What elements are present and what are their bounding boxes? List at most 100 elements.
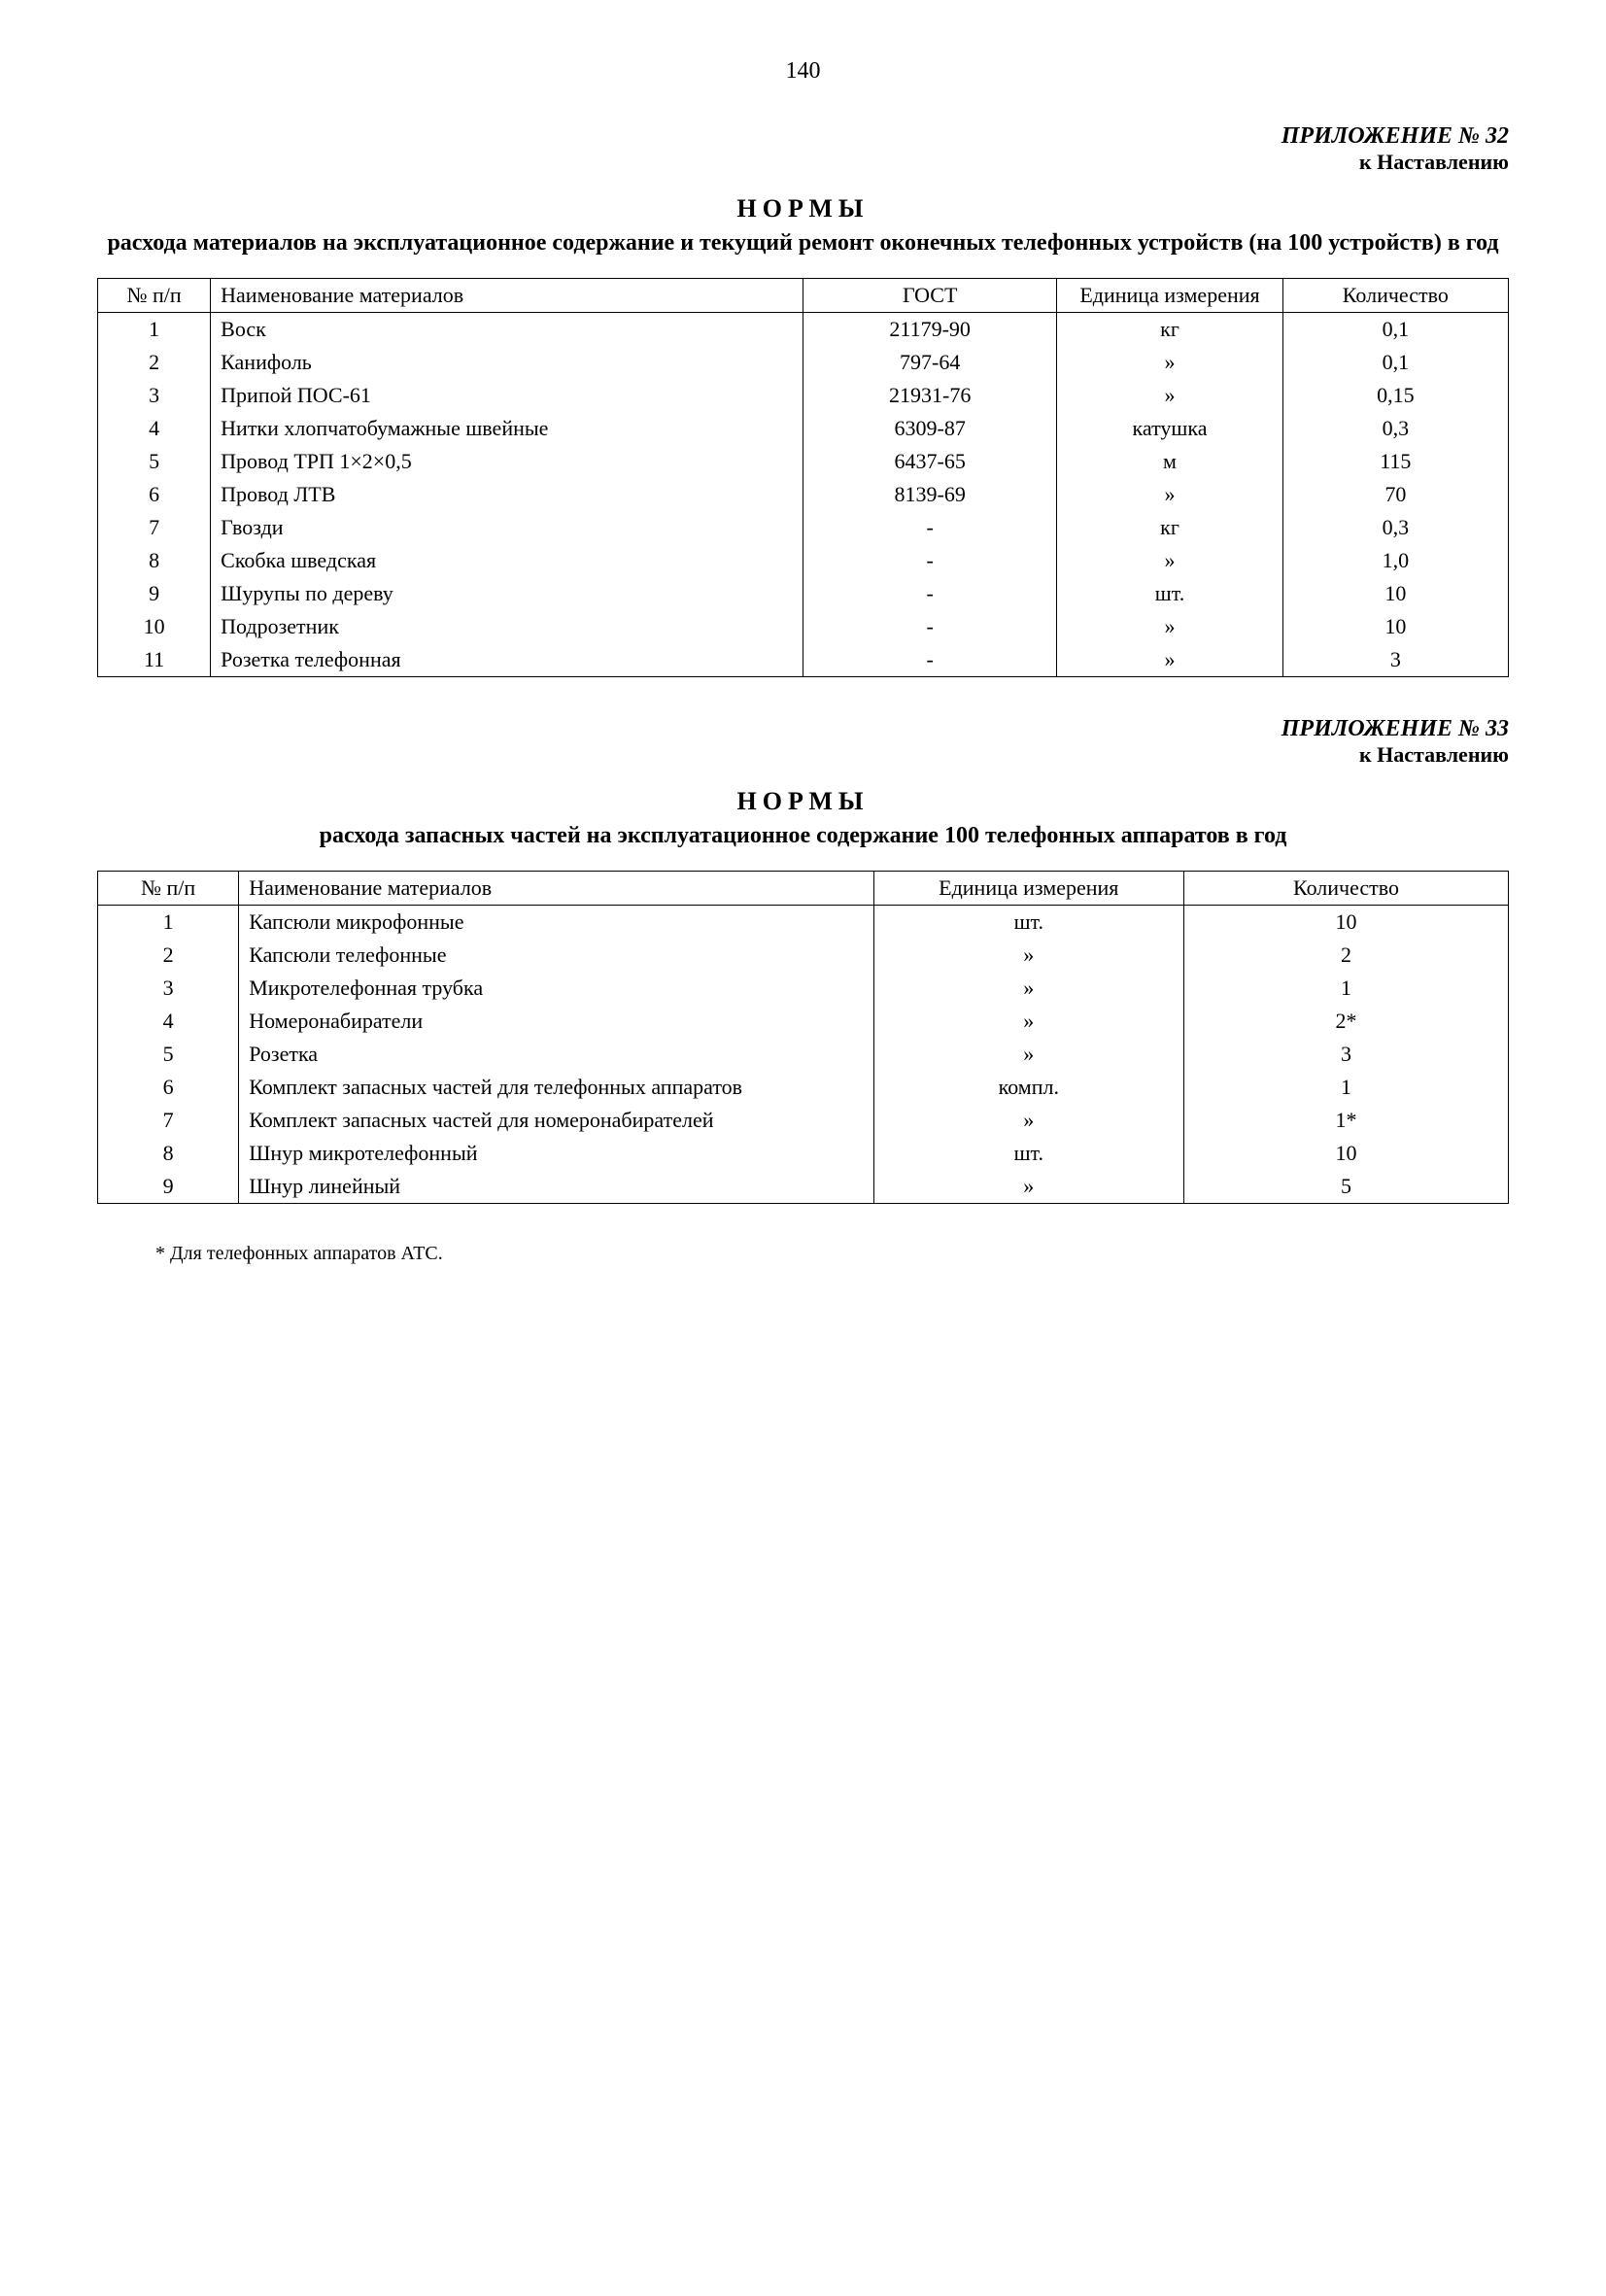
cell-num: 6 <box>98 1071 239 1104</box>
table-row: 7Комплект запасных частей для номеронаби… <box>98 1104 1509 1137</box>
appendix33-subheading: расхода запасных частей на эксплуатацион… <box>97 821 1509 851</box>
cell-unit: шт. <box>1057 577 1282 610</box>
cell-num: 9 <box>98 577 211 610</box>
cell-num: 1 <box>98 313 211 347</box>
appendix33-heading: НОРМЫ <box>97 787 1509 816</box>
col-qty-header: Количество <box>1184 872 1509 906</box>
cell-num: 8 <box>98 544 211 577</box>
cell-qty: 0,3 <box>1282 412 1508 445</box>
cell-name: Нитки хлопчатобумажные швейные <box>211 412 803 445</box>
cell-qty: 1* <box>1184 1104 1509 1137</box>
cell-gost: - <box>803 643 1056 677</box>
cell-name: Капсюли телефонные <box>239 939 873 972</box>
cell-name: Капсюли микрофонные <box>239 906 873 940</box>
cell-qty: 10 <box>1282 610 1508 643</box>
cell-num: 2 <box>98 346 211 379</box>
table-header-row: № п/п Наименование материалов ГОСТ Едини… <box>98 279 1509 313</box>
cell-gost: - <box>803 577 1056 610</box>
appendix32-subtitle: к Наставлению <box>97 150 1509 175</box>
appendix32-title: ПРИЛОЖЕНИЕ № 32 <box>97 123 1509 150</box>
cell-qty: 115 <box>1282 445 1508 478</box>
col-qty-header: Количество <box>1282 279 1508 313</box>
col-gost-header: ГОСТ <box>803 279 1056 313</box>
cell-num: 3 <box>98 379 211 412</box>
cell-num: 9 <box>98 1170 239 1204</box>
cell-name: Шнур линейный <box>239 1170 873 1204</box>
cell-unit: шт. <box>873 906 1183 940</box>
col-num-header: № п/п <box>98 872 239 906</box>
cell-num: 8 <box>98 1137 239 1170</box>
cell-name: Комплект запасных частей для телефонных … <box>239 1071 873 1104</box>
table-row: 8Скобка шведская-»1,0 <box>98 544 1509 577</box>
cell-name: Розетка <box>239 1038 873 1071</box>
col-unit-header: Единица измерения <box>873 872 1183 906</box>
cell-name: Номеронабиратели <box>239 1005 873 1038</box>
appendix32-subheading: расхода материалов на эксплуатационное с… <box>97 228 1509 258</box>
cell-name: Провод ЛТВ <box>211 478 803 511</box>
cell-name: Канифоль <box>211 346 803 379</box>
table-header-row: № п/п Наименование материалов Единица из… <box>98 872 1509 906</box>
cell-gost: - <box>803 610 1056 643</box>
cell-name: Гвозди <box>211 511 803 544</box>
cell-qty: 70 <box>1282 478 1508 511</box>
cell-num: 5 <box>98 1038 239 1071</box>
table-row: 9Шурупы по дереву-шт.10 <box>98 577 1509 610</box>
table-row: 3Микротелефонная трубка»1 <box>98 972 1509 1005</box>
cell-unit: » <box>873 1038 1183 1071</box>
table-row: 8Шнур микротелефонныйшт.10 <box>98 1137 1509 1170</box>
cell-qty: 0,1 <box>1282 313 1508 347</box>
cell-name: Воск <box>211 313 803 347</box>
cell-qty: 10 <box>1184 906 1509 940</box>
cell-gost: 21931-76 <box>803 379 1056 412</box>
cell-num: 11 <box>98 643 211 677</box>
cell-qty: 2 <box>1184 939 1509 972</box>
appendix32-table: № п/п Наименование материалов ГОСТ Едини… <box>97 278 1509 677</box>
page-number: 140 <box>97 58 1509 85</box>
cell-unit: » <box>873 1005 1183 1038</box>
cell-unit: шт. <box>873 1137 1183 1170</box>
appendix33-table: № п/п Наименование материалов Единица из… <box>97 871 1509 1204</box>
cell-gost: - <box>803 511 1056 544</box>
cell-name: Комплект запасных частей для номеронабир… <box>239 1104 873 1137</box>
table-row: 2Капсюли телефонные»2 <box>98 939 1509 972</box>
appendix33-footnote: * Для телефонных аппаратов АТС. <box>155 1243 1509 1265</box>
cell-num: 3 <box>98 972 239 1005</box>
table-row: 5Провод ТРП 1×2×0,56437-65м115 <box>98 445 1509 478</box>
cell-unit: » <box>1057 643 1282 677</box>
col-unit-header: Единица измерения <box>1057 279 1282 313</box>
appendix32-header: ПРИЛОЖЕНИЕ № 32 к Наставлению <box>97 123 1509 175</box>
cell-gost: 6309-87 <box>803 412 1056 445</box>
appendix32-heading: НОРМЫ <box>97 194 1509 223</box>
cell-gost: 6437-65 <box>803 445 1056 478</box>
cell-qty: 10 <box>1184 1137 1509 1170</box>
cell-name: Розетка телефонная <box>211 643 803 677</box>
table-row: 5Розетка»3 <box>98 1038 1509 1071</box>
cell-unit: » <box>1057 346 1282 379</box>
cell-qty: 10 <box>1282 577 1508 610</box>
table-row: 10Подрозетник-»10 <box>98 610 1509 643</box>
cell-gost: 21179-90 <box>803 313 1056 347</box>
cell-unit: » <box>1057 610 1282 643</box>
cell-qty: 0,3 <box>1282 511 1508 544</box>
cell-num: 7 <box>98 1104 239 1137</box>
cell-qty: 3 <box>1282 643 1508 677</box>
table-row: 6Провод ЛТВ8139-69»70 <box>98 478 1509 511</box>
cell-num: 2 <box>98 939 239 972</box>
cell-qty: 1 <box>1184 972 1509 1005</box>
cell-unit: м <box>1057 445 1282 478</box>
table-row: 7Гвозди-кг0,3 <box>98 511 1509 544</box>
cell-unit: » <box>873 939 1183 972</box>
appendix33-header: ПРИЛОЖЕНИЕ № 33 к Наставлению <box>97 716 1509 768</box>
col-name-header: Наименование материалов <box>239 872 873 906</box>
cell-num: 6 <box>98 478 211 511</box>
cell-qty: 2* <box>1184 1005 1509 1038</box>
cell-num: 7 <box>98 511 211 544</box>
table-row: 4Номеронабиратели»2* <box>98 1005 1509 1038</box>
cell-num: 10 <box>98 610 211 643</box>
table-row: 4Нитки хлопчатобумажные швейные6309-87ка… <box>98 412 1509 445</box>
appendix33-subtitle: к Наставлению <box>97 742 1509 768</box>
cell-name: Микротелефонная трубка <box>239 972 873 1005</box>
cell-unit: кг <box>1057 313 1282 347</box>
cell-name: Шнур микротелефонный <box>239 1137 873 1170</box>
cell-qty: 3 <box>1184 1038 1509 1071</box>
